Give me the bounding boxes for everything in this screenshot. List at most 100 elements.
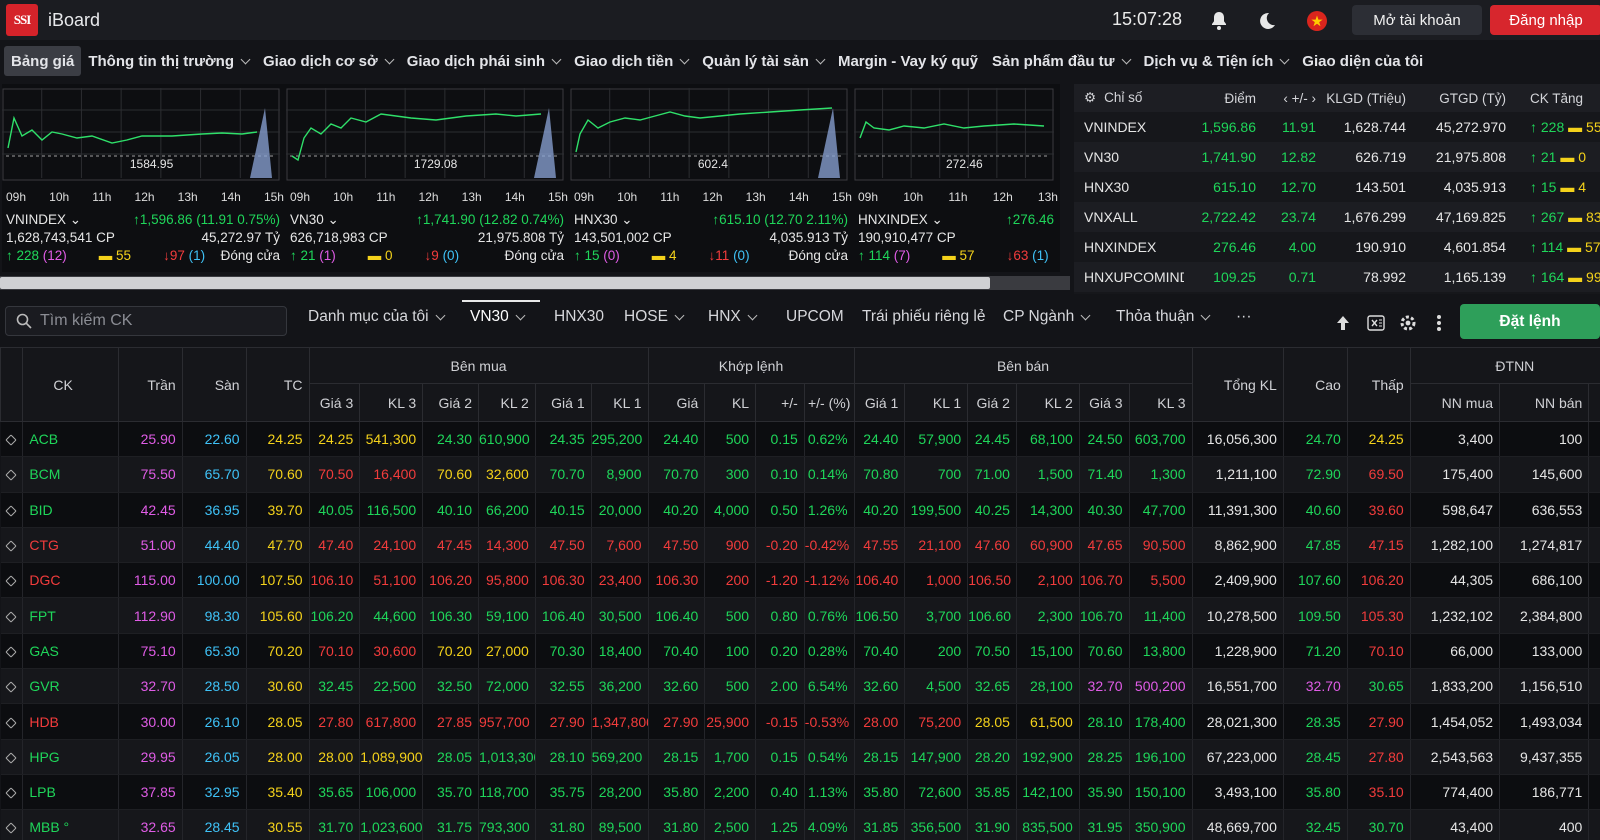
menu-price-board[interactable]: Bảng giá xyxy=(4,46,82,76)
table-row[interactable]: DGC 115.00 100.00 107.50 106.10 51,100 106.20 9… xyxy=(0,562,1600,599)
scrollbar-thumb[interactable] xyxy=(0,277,990,289)
index-row[interactable]: HNX30 615.10 12.70 143.501 4,035.913 ↑ 15 ▬ 4 xyxy=(1074,172,1600,202)
col-buy-vol-1[interactable]: KL 1 xyxy=(590,383,649,422)
table-row[interactable]: GAS 75.10 65.30 70.20 70.10 30,600 70.20 27,000… xyxy=(0,633,1600,670)
excel-export-icon[interactable] xyxy=(1365,312,1387,334)
cell-ck[interactable]: GAS xyxy=(22,633,119,670)
pin-icon[interactable] xyxy=(5,540,18,552)
chevron-left-icon[interactable]: ‹ xyxy=(1283,90,1292,106)
pin-cell[interactable] xyxy=(0,774,24,811)
col-foreign-buy[interactable]: NN mua xyxy=(1409,383,1501,422)
pin-icon[interactable] xyxy=(5,575,18,587)
pin-icon[interactable] xyxy=(5,752,18,764)
col-change-percent[interactable]: +/- (%) xyxy=(803,383,855,422)
index-row[interactable]: VNXALL 2,722.42 23.74 1,676.299 47,169.825 ↑ … xyxy=(1074,202,1600,232)
col-match-price[interactable]: Giá xyxy=(647,383,706,422)
index-chart-card-hnx30[interactable]: 602.4 09h 10h 11h 12h 13h 14h 15h HNX30 ⌄ ↑615.1… xyxy=(570,84,854,272)
table-row[interactable]: ACB 25.90 22.60 24.25 24.25 541,300 24.30 610,9… xyxy=(0,421,1600,458)
tab-hnx30[interactable]: HNX30 xyxy=(554,308,604,326)
col-buy-price-3[interactable]: Giá 3 xyxy=(308,383,361,422)
pin-cell[interactable] xyxy=(0,668,24,705)
ssi-logo[interactable]: SSI xyxy=(6,4,38,36)
login-button[interactable]: Đăng nhập xyxy=(1490,5,1600,35)
open-account-button[interactable]: Mở tài khoản xyxy=(1352,5,1482,35)
index-chart-card-vnindex[interactable]: 1584.95 09h 10h 11h 12h 13h 14h 15h VNINDEX ⌄ ↑1… xyxy=(2,84,286,272)
index-header-change[interactable]: ‹ +/- › xyxy=(1264,84,1324,112)
pin-cell[interactable] xyxy=(0,597,24,634)
pin-icon[interactable] xyxy=(5,469,18,482)
cell-ck[interactable]: GVR xyxy=(22,668,119,705)
pin-icon[interactable] xyxy=(5,610,18,623)
menu-equity-trading[interactable]: Giao dịch cơ sở xyxy=(256,46,400,76)
cell-ck[interactable]: BCM xyxy=(22,456,119,493)
pin-cell[interactable] xyxy=(0,492,24,528)
index-chart-card-hnxindex[interactable]: 272.46 09h 10h 11h 12h 13h HNXINDEX ⌄ ↑276.46 1… xyxy=(854,84,1060,272)
menu-cash-trading[interactable]: Giao dịch tiền xyxy=(567,46,695,76)
tab-put-through[interactable]: Thỏa thuận xyxy=(1116,308,1211,326)
table-row[interactable]: BCM 75.50 65.70 70.60 70.50 16,400 70.60 32,600… xyxy=(0,456,1600,493)
col-sell-vol-1[interactable]: KL 1 xyxy=(904,383,969,422)
cell-ck[interactable]: FPT xyxy=(22,597,119,634)
col-change[interactable]: +/- xyxy=(755,383,805,422)
cell-ck[interactable]: ACB xyxy=(22,421,119,458)
cell-ck[interactable]: MBB ° xyxy=(22,809,119,840)
vietnam-flag-icon[interactable] xyxy=(1306,10,1328,32)
col-sell-vol-2[interactable]: KL 2 xyxy=(1015,383,1080,422)
tab-my-watchlist[interactable]: Danh mục của tôi xyxy=(308,308,446,326)
col-ck[interactable]: CK xyxy=(22,347,119,422)
tab-vn30[interactable]: VN30 xyxy=(470,308,526,326)
table-row[interactable]: BID 42.45 36.95 39.70 40.05 116,500 40.10 66,20… xyxy=(0,492,1600,528)
menu-my-layout[interactable]: Giao diện của tôi xyxy=(1295,46,1430,76)
cell-ck[interactable]: HPG xyxy=(22,739,119,775)
col-sell-price-1[interactable]: Giá 1 xyxy=(853,383,906,422)
tab-hose[interactable]: HOSE xyxy=(624,308,685,326)
search-input[interactable] xyxy=(40,312,260,330)
pin-icon[interactable] xyxy=(5,434,18,446)
menu-services[interactable]: Dịch vụ & Tiện ích xyxy=(1137,46,1296,76)
pin-top-arrow-icon[interactable] xyxy=(1332,312,1354,334)
pin-cell[interactable] xyxy=(0,739,24,775)
table-row[interactable]: MBB ° 32.65 28.45 30.55 31.70 1,023,600 31.75 7… xyxy=(0,809,1600,840)
col-low[interactable]: Thấp xyxy=(1346,347,1411,422)
tab-upcom[interactable]: UPCOM xyxy=(786,308,844,326)
tab-hnx[interactable]: HNX xyxy=(708,308,758,326)
tab-more[interactable]: ··· xyxy=(1236,308,1252,325)
table-row[interactable]: GVR 32.70 28.50 30.60 32.45 22,500 32.50 72,000… xyxy=(0,668,1600,705)
cell-ck[interactable]: CTG xyxy=(22,527,119,564)
col-buy-price-1[interactable]: Giá 1 xyxy=(534,383,592,422)
col-sell-price-2[interactable]: Giá 2 xyxy=(967,383,1017,422)
col-total-volume[interactable]: Tổng KL xyxy=(1191,347,1284,422)
cell-ck[interactable]: HDB xyxy=(22,703,119,740)
pin-cell[interactable] xyxy=(0,809,24,840)
col-reference[interactable]: TC xyxy=(245,347,310,422)
pin-icon[interactable] xyxy=(5,646,18,658)
bell-icon[interactable] xyxy=(1208,10,1230,32)
index-row[interactable]: HNXINDEX 276.46 4.00 190.910 4,601.854 ↑ 114 … xyxy=(1074,232,1600,262)
col-buy-price-2[interactable]: Giá 2 xyxy=(422,383,479,422)
col-match-volume[interactable]: KL xyxy=(704,383,757,422)
dark-mode-moon-icon[interactable] xyxy=(1256,10,1278,32)
pin-icon[interactable] xyxy=(5,681,18,693)
cell-ck[interactable]: BID xyxy=(22,492,119,528)
menu-investment-products[interactable]: Sản phẩm đầu tư xyxy=(985,46,1137,76)
more-vertical-icon[interactable] xyxy=(1428,312,1450,334)
pin-icon[interactable] xyxy=(5,787,18,799)
tab-private-bonds[interactable]: Trái phiếu riêng lẻ xyxy=(862,308,986,326)
place-order-button[interactable]: Đặt lệnh xyxy=(1460,304,1600,339)
index-row[interactable]: VNINDEX 1,596.86 11.91 1,628.744 45,272.970 ↑… xyxy=(1074,112,1600,142)
gear-icon[interactable]: ⚙ xyxy=(1084,90,1097,105)
col-foreign-sell[interactable]: NN bán xyxy=(1499,383,1590,422)
pin-icon[interactable] xyxy=(5,822,18,835)
col-high[interactable]: Cao xyxy=(1282,347,1348,422)
pin-icon[interactable] xyxy=(5,716,18,729)
pin-cell[interactable] xyxy=(0,633,24,670)
cell-ck[interactable]: LPB xyxy=(22,774,119,811)
table-row[interactable]: CTG 51.00 44.40 47.70 47.40 24,100 47.45 14,300… xyxy=(0,527,1600,564)
index-row[interactable]: HNXUPCOMINDEX109.250.7178.9921,165.139↑ … xyxy=(1074,262,1600,292)
index-chart-card-vn30[interactable]: 1729.08 09h 10h 11h 12h 13h 14h 15h VN30 ⌄ ↑1,74… xyxy=(286,84,570,272)
col-sell-price-3[interactable]: Giá 3 xyxy=(1078,383,1130,422)
pin-icon[interactable] xyxy=(5,505,18,517)
table-row[interactable]: HPG 29.95 26.05 28.00 28.00 1,089,900 28.05 1,0… xyxy=(0,739,1600,775)
pin-cell[interactable] xyxy=(0,421,24,458)
index-row[interactable]: VN30 1,741.90 12.82 626.719 21,975.808 ↑ 21 ▬… xyxy=(1074,142,1600,172)
